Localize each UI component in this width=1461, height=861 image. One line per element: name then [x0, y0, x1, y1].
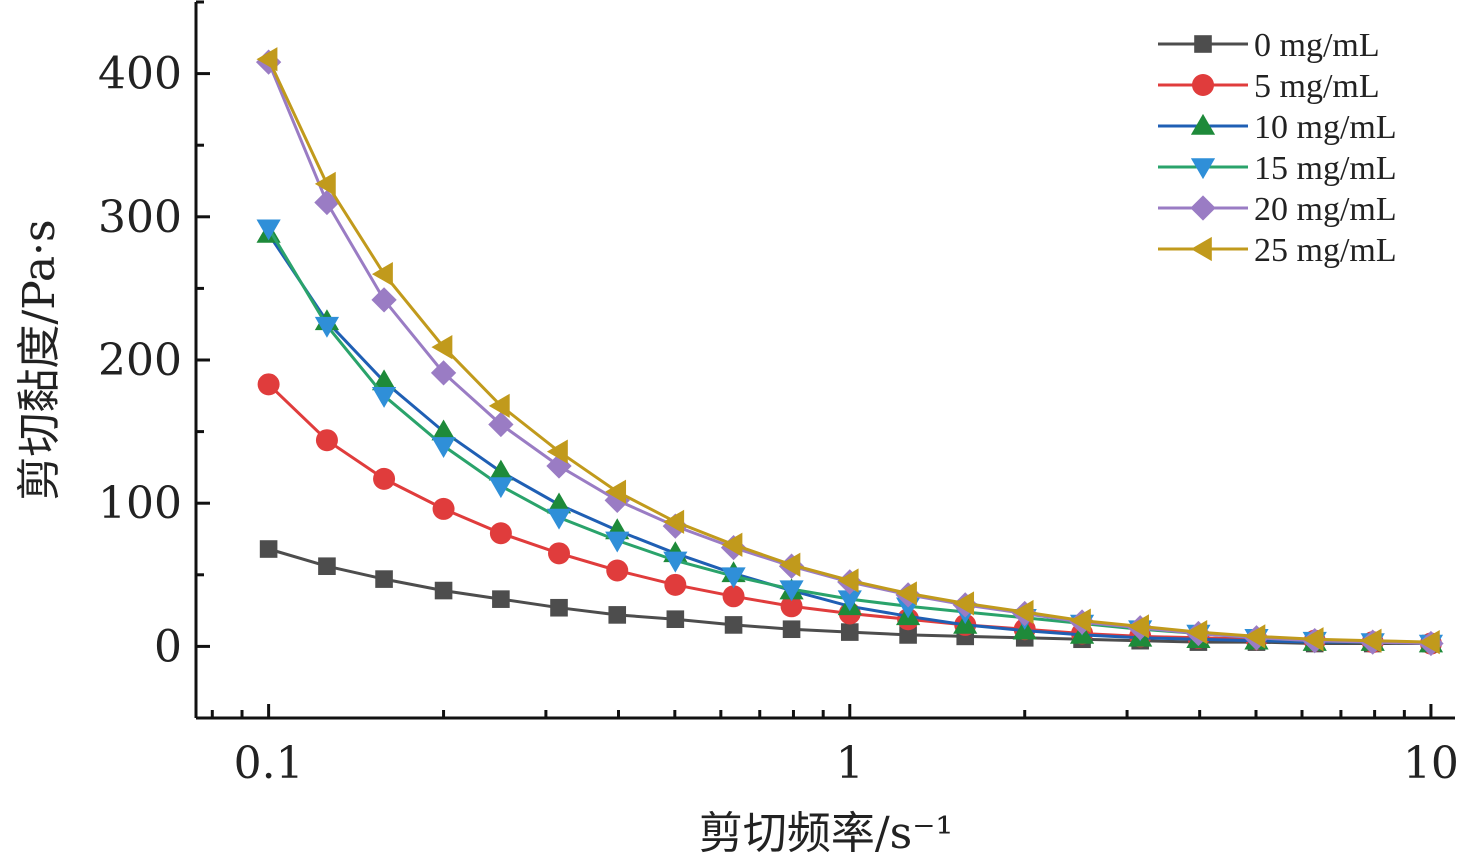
legend-item: 15 mg/mL: [1158, 150, 1397, 187]
legend-item: 10 mg/mL: [1158, 109, 1397, 146]
data-point: [314, 189, 340, 216]
legend-marker: [1190, 236, 1212, 262]
data-point: [722, 585, 745, 608]
data-point: [666, 610, 685, 628]
data-point: [488, 477, 513, 499]
series-layer: [255, 47, 1444, 657]
data-point: [953, 591, 975, 616]
data-point: [605, 479, 627, 504]
data-point: [608, 606, 627, 624]
legend-item: 5 mg/mL: [1158, 68, 1380, 105]
legend-marker: [1192, 74, 1214, 96]
data-point: [779, 580, 804, 602]
legend-item: 0 mg/mL: [1158, 27, 1380, 64]
legend: 0 mg/mL 5 mg/mL 10 mg/mL 15 mg/mL 20 mg/mL 25…: [1158, 27, 1397, 269]
data-point: [431, 335, 453, 360]
data-point: [430, 360, 457, 386]
data-point: [371, 369, 397, 391]
legend-marker: [1190, 113, 1216, 135]
data-point: [431, 419, 456, 441]
data-point: [840, 623, 859, 641]
y-tick-label: 400: [98, 49, 182, 100]
data-point: [314, 316, 340, 338]
x-tick-label: 10: [1403, 738, 1459, 789]
data-point: [899, 626, 917, 644]
data-point: [1418, 630, 1440, 655]
data-point: [1069, 608, 1091, 633]
data-point: [373, 467, 396, 490]
data-point: [546, 508, 572, 530]
data-point: [434, 581, 453, 600]
data-point: [259, 540, 278, 558]
data-point: [256, 219, 281, 241]
y-tick-label: 300: [98, 192, 182, 243]
data-point: [779, 552, 801, 577]
y-tick-label: 0: [154, 621, 182, 672]
y-axis-title: 剪切黏度/Pa·s: [14, 219, 65, 500]
legend-label: 25 mg/mL: [1254, 232, 1397, 269]
data-point: [837, 568, 859, 593]
data-point: [664, 573, 687, 596]
x-axis-title: 剪切频率/s⁻¹: [699, 808, 953, 859]
data-point: [896, 581, 917, 606]
data-point: [721, 532, 743, 557]
data-point: [371, 287, 397, 313]
data-point: [1012, 599, 1034, 625]
data-point: [489, 522, 512, 545]
data-point: [546, 492, 572, 514]
legend-item: 25 mg/mL: [1158, 232, 1397, 269]
y-tick-label: 100: [98, 478, 182, 529]
y-tick-label: 200: [98, 335, 182, 386]
data-point: [371, 387, 397, 408]
data-point: [488, 411, 514, 438]
data-point: [492, 590, 510, 608]
data-point: [550, 598, 568, 617]
legend-label: 0 mg/mL: [1254, 27, 1380, 64]
legend-label: 20 mg/mL: [1254, 191, 1397, 228]
axes: 0 100 200 300 400 0.1 1 10: [98, 0, 1459, 789]
data-point: [548, 542, 571, 565]
legend-label: 5 mg/mL: [1254, 68, 1380, 105]
legend-label: 15 mg/mL: [1254, 150, 1397, 187]
data-point: [1302, 627, 1324, 652]
data-point: [315, 429, 338, 452]
data-point: [318, 557, 336, 576]
legend-marker: [1190, 195, 1216, 221]
legend-marker: [1194, 35, 1212, 53]
data-point: [837, 590, 862, 612]
data-point: [1360, 628, 1382, 653]
data-point: [780, 595, 803, 618]
legend-item: 20 mg/mL: [1158, 191, 1397, 228]
data-point: [257, 373, 280, 396]
series-5: [256, 47, 1440, 655]
legend-marker: [1190, 158, 1216, 180]
data-point: [546, 439, 568, 464]
data-point: [1244, 624, 1266, 649]
data-point: [605, 531, 630, 553]
legend-label: 10 mg/mL: [1254, 109, 1397, 146]
x-tick-label: 1: [836, 738, 864, 789]
data-point: [432, 497, 455, 520]
data-point: [371, 261, 393, 287]
data-point: [782, 620, 801, 639]
data-point: [663, 551, 688, 573]
data-point: [663, 509, 685, 534]
data-point: [488, 459, 513, 481]
data-point: [724, 616, 743, 634]
data-point: [606, 559, 629, 582]
data-point: [1186, 619, 1208, 645]
data-point: [375, 570, 393, 588]
data-point: [314, 171, 336, 196]
data-point: [1128, 614, 1149, 639]
data-point: [721, 567, 746, 589]
x-tick-label: 0.1: [234, 738, 304, 789]
data-point: [256, 47, 278, 72]
data-point: [488, 393, 510, 418]
data-point: [431, 437, 456, 459]
